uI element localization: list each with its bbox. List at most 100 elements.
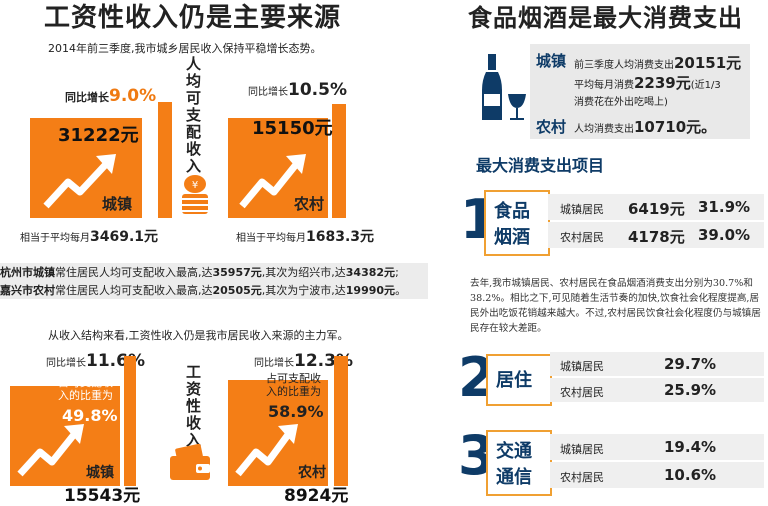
line1-mid: ,其次为绍兴市,达 xyxy=(261,266,346,279)
item-1-name-2: 烟酒 xyxy=(494,227,530,248)
urban2-share-value: 49.8% xyxy=(62,406,118,425)
rural-consumption: 人均消费支出10710元。 xyxy=(574,116,716,137)
center-vertical-2: 工资性收入 xyxy=(184,364,202,449)
item-2-row-2-bg xyxy=(550,378,764,402)
item-3-name-2: 通信 xyxy=(496,467,532,488)
urban-consumption-line2-text: 平均每月消费 xyxy=(574,80,634,91)
item-1-box xyxy=(484,190,550,256)
rural-income-bar xyxy=(332,104,346,218)
consumption-summary-panel xyxy=(530,44,750,139)
urban-monthly-label: 相当于平均每月 xyxy=(20,233,90,244)
center-vertical-1: 人均可支配收入 xyxy=(184,56,202,175)
urban-consumption-total: 20151元 xyxy=(674,54,742,72)
item-3-row-1-who: 城镇居民 xyxy=(560,443,604,456)
section-title: 最大消费支出项目 xyxy=(476,156,605,175)
item-3-row-1-bg xyxy=(550,434,764,460)
wallet-icon xyxy=(170,444,210,480)
right-title: 食品烟酒是最大消费支出 xyxy=(468,4,743,32)
urban-consumption-line3: 消费花在外出吃喝上) xyxy=(574,97,668,108)
item-1-row-1-bg xyxy=(548,194,764,220)
urban-monthly: 相当于平均每月3469.1元 xyxy=(20,226,158,246)
wine-bottle-icon xyxy=(482,54,526,120)
item-2-row-1-bg xyxy=(550,352,764,376)
urban-growth-label: 同比增长 xyxy=(65,91,109,104)
rural2-amount: 8924元 xyxy=(284,486,349,506)
urban-consumption-line2: 平均每月消费2239元(近1/3 xyxy=(574,72,721,93)
urban-trend-arrow-icon xyxy=(43,154,116,209)
urban2-trend-arrow-icon xyxy=(17,424,84,477)
highlight-row-1 xyxy=(0,263,428,281)
item-2-row-2-pct: 25.9% xyxy=(664,381,717,399)
line1-v2: 34382元 xyxy=(345,266,396,279)
coins-icon: ¥ xyxy=(182,175,208,214)
line2-v2: 19990元 xyxy=(345,284,396,297)
highlight-row-2 xyxy=(0,281,428,299)
urban-consumption-monthly: 2239元 xyxy=(634,74,691,92)
urban-growth: 同比增长9.0% xyxy=(65,86,156,106)
rural-consumption-value: 10710元。 xyxy=(634,118,717,136)
rural-monthly: 相当于平均每月1683.3元 xyxy=(236,226,374,246)
line2-end: 。 xyxy=(395,284,407,297)
left-subtitle-2: 从收入结构来看,工资性收入仍是我市居民收入来源的主力军。 xyxy=(48,329,349,342)
urban-consumption-label: 城镇 xyxy=(536,52,567,70)
item-2-row-2-who: 农村居民 xyxy=(560,386,604,399)
line2-v1: 20505元 xyxy=(212,284,262,297)
item-1-name-1: 食品 xyxy=(494,201,530,222)
highlight-line-1: 杭州市城镇常住居民人均可支配收入最高,达35957元,其次为绍兴市,达34382… xyxy=(0,264,399,280)
urban-income-bar xyxy=(158,102,172,218)
line2-text: 常住居民人均可支配收入最高,达 xyxy=(55,284,213,297)
item-1-row-2-bg xyxy=(548,222,764,248)
item-2-row-1-who: 城镇居民 xyxy=(560,360,604,373)
left-title: 工资性收入仍是主要来源 xyxy=(44,3,342,33)
urban2-growth-label: 同比增长 xyxy=(46,358,86,369)
urban-consumption-line1-text: 前三季度人均消费支出 xyxy=(574,60,674,71)
rural-consumption-label: 农村 xyxy=(536,118,567,136)
rural2-share-text: 占可支配收入的比重为 xyxy=(266,372,321,398)
item-1-row-2-amount: 4178元 xyxy=(628,228,685,246)
rural2-trend-arrow-icon xyxy=(235,424,298,477)
item-1-row-1-pct: 31.9% xyxy=(698,198,751,216)
urban2-bar xyxy=(124,356,136,486)
hangzhou-name: 杭州市城镇 xyxy=(0,266,55,279)
left-subtitle-1: 2014年前三季度,我市城乡居民收入保持平稳增长态势。 xyxy=(48,42,322,55)
urban-growth-value: 9.0% xyxy=(109,86,157,106)
rural-growth: 同比增长10.5% xyxy=(248,80,347,100)
item-1-row-2-pct: 39.0% xyxy=(698,226,751,244)
item-3-row-2-pct: 10.6% xyxy=(664,466,717,484)
urban-amount: 31222元 xyxy=(58,125,139,146)
rural-monthly-value: 1683.3元 xyxy=(306,229,375,245)
rural2-label: 农村 xyxy=(298,465,326,481)
highlight-line-2: 嘉兴市农村常住居民人均可支配收入最高,达20505元,其次为宁波市,达19990… xyxy=(0,282,406,298)
rural-label: 农村 xyxy=(294,195,325,213)
item-2-row-1-pct: 29.7% xyxy=(664,355,717,373)
rural-consumption-text: 人均消费支出 xyxy=(574,124,634,135)
urban-label: 城镇 xyxy=(102,195,133,213)
consumption-paragraph: 去年,我市城镇居民、农村居民在食品烟酒消费支出分别为30.7%和38.2%。相比… xyxy=(470,278,761,334)
rural-growth-value: 10.5% xyxy=(288,80,347,100)
urban-monthly-value: 3469.1元 xyxy=(90,229,159,245)
urban2-label: 城镇 xyxy=(86,465,114,481)
urban2-growth-value: 11.6% xyxy=(86,351,145,371)
item-3-row-2-bg xyxy=(550,462,764,488)
line1-text: 常住居民人均可支配收入最高,达 xyxy=(55,266,213,279)
rural-amount: 15150元 xyxy=(252,118,333,139)
item-1-row-1-who: 城镇居民 xyxy=(560,203,604,216)
rural-monthly-label: 相当于平均每月 xyxy=(236,233,306,244)
rural2-growth-label: 同比增长 xyxy=(254,358,294,369)
item-3-row-1-pct: 19.4% xyxy=(664,438,717,456)
item-2-box xyxy=(486,354,552,406)
rural-growth-label: 同比增长 xyxy=(248,87,288,98)
item-3-box xyxy=(486,430,552,496)
urban-consumption-line1: 前三季度人均消费支出20151元 xyxy=(574,52,741,73)
item-3-name-1: 交通 xyxy=(496,441,532,462)
item-2-name-1: 居住 xyxy=(496,370,532,391)
rural-trend-arrow-icon xyxy=(239,154,306,209)
item-3-row-2-who: 农村居民 xyxy=(560,471,604,484)
urban2-share-text: 占可支配收入的比重为 xyxy=(58,376,113,402)
line1-end: ; xyxy=(395,266,399,279)
line1-v1: 35957元 xyxy=(212,266,262,279)
jiaxing-name: 嘉兴市农村 xyxy=(0,284,55,297)
rural2-share-value: 58.9% xyxy=(268,402,324,421)
svg-text:¥: ¥ xyxy=(192,180,198,191)
urban-consumption-note: (近1/3 xyxy=(690,80,721,91)
